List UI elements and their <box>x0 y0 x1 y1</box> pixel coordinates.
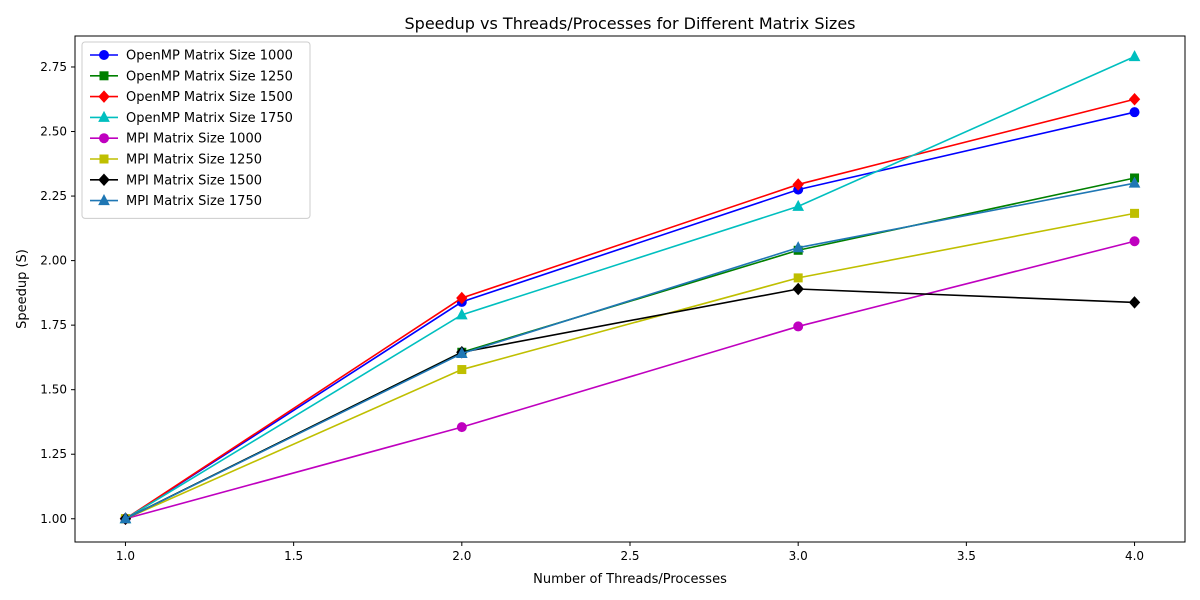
legend-marker <box>98 173 110 187</box>
data-point <box>1128 50 1141 62</box>
x-tick-label: 3.0 <box>789 549 808 563</box>
y-tick-label: 1.50 <box>40 383 67 397</box>
series-line <box>125 182 1135 520</box>
series-8 <box>119 176 1141 524</box>
data-point <box>456 291 468 305</box>
data-point <box>793 273 803 283</box>
x-tick-label: 2.0 <box>452 549 471 563</box>
data-point <box>792 199 805 211</box>
data-point <box>455 308 468 320</box>
legend-label: OpenMP Matrix Size 1750 <box>126 111 293 126</box>
data-point <box>1128 93 1141 106</box>
legend-label: OpenMP Matrix Size 1500 <box>126 90 293 105</box>
legend-marker <box>99 50 109 60</box>
data-point <box>457 365 467 375</box>
y-tick-label: 2.50 <box>40 125 67 139</box>
legend-item: OpenMP Matrix Size 1250 <box>90 69 293 84</box>
data-point <box>119 512 132 524</box>
legend-marker <box>99 71 109 81</box>
data-point <box>455 346 468 359</box>
x-tick-label: 2.5 <box>620 549 639 563</box>
series-line <box>125 240 1135 520</box>
x-axis-label: Number of Threads/Processes <box>533 572 727 587</box>
x-tick-label: 1.0 <box>116 549 135 563</box>
y-tick-label: 1.25 <box>40 447 67 461</box>
chart-title: Speedup vs Threads/Processes for Differe… <box>405 14 856 33</box>
data-point <box>792 282 804 296</box>
data-point <box>456 422 467 433</box>
data-point <box>792 178 804 191</box>
data-point <box>1128 296 1141 309</box>
series-line <box>125 55 1135 520</box>
data-point <box>1128 176 1141 188</box>
legend-marker <box>98 110 110 122</box>
legend-label: MPI Matrix Size 1250 <box>126 153 262 168</box>
series-line <box>125 98 1135 520</box>
x-axis-ticks: 1.0 1.5 2.0 2.5 3.0 3.5 4.0 <box>116 542 1144 563</box>
data-point <box>1130 208 1140 218</box>
legend: OpenMP Matrix Size 1000 OpenMP Matrix Siz… <box>81 41 311 219</box>
legend-label: MPI Matrix Size 1750 <box>126 194 262 209</box>
y-axis-ticks: 1.00 1.25 1.50 1.75 2.00 2.25 2.50 2.75 <box>40 60 75 526</box>
x-tick-label: 4.0 <box>1125 549 1144 563</box>
data-point <box>1129 107 1140 118</box>
y-axis-label: Speedup (S) <box>15 249 30 329</box>
y-tick-label: 2.00 <box>40 254 67 268</box>
legend-item: MPI Matrix Size 1750 <box>90 194 262 209</box>
legend-marker <box>99 133 109 144</box>
legend-marker <box>98 194 110 206</box>
data-point <box>1129 236 1140 247</box>
data-point <box>793 321 804 332</box>
legend-label: MPI Matrix Size 1500 <box>126 173 262 188</box>
legend-item: OpenMP Matrix Size 1000 <box>90 49 293 64</box>
legend-label: MPI Matrix Size 1000 <box>126 132 262 147</box>
x-tick-label: 3.5 <box>957 549 976 563</box>
y-tick-label: 1.75 <box>40 318 67 332</box>
legend-marker <box>99 154 109 164</box>
legend-item: OpenMP Matrix Size 1750 <box>90 110 293 126</box>
legend-item: MPI Matrix Size 1000 <box>90 132 262 147</box>
legend-item: MPI Matrix Size 1250 <box>90 153 262 168</box>
data-point <box>792 241 805 253</box>
series-layer <box>119 50 1141 526</box>
series-line <box>125 212 1135 520</box>
legend-label: OpenMP Matrix Size 1250 <box>126 69 293 84</box>
legend-box <box>81 41 311 219</box>
legend-item: MPI Matrix Size 1500 <box>90 173 262 188</box>
legend-marker <box>98 90 110 103</box>
x-tick-label: 1.5 <box>284 549 303 563</box>
y-tick-label: 2.25 <box>40 189 67 203</box>
legend-item: OpenMP Matrix Size 1500 <box>90 90 293 105</box>
y-tick-label: 2.75 <box>40 60 67 74</box>
series-line <box>125 111 1135 520</box>
legend-label: OpenMP Matrix Size 1000 <box>126 49 293 64</box>
y-tick-label: 1.00 <box>40 512 67 526</box>
